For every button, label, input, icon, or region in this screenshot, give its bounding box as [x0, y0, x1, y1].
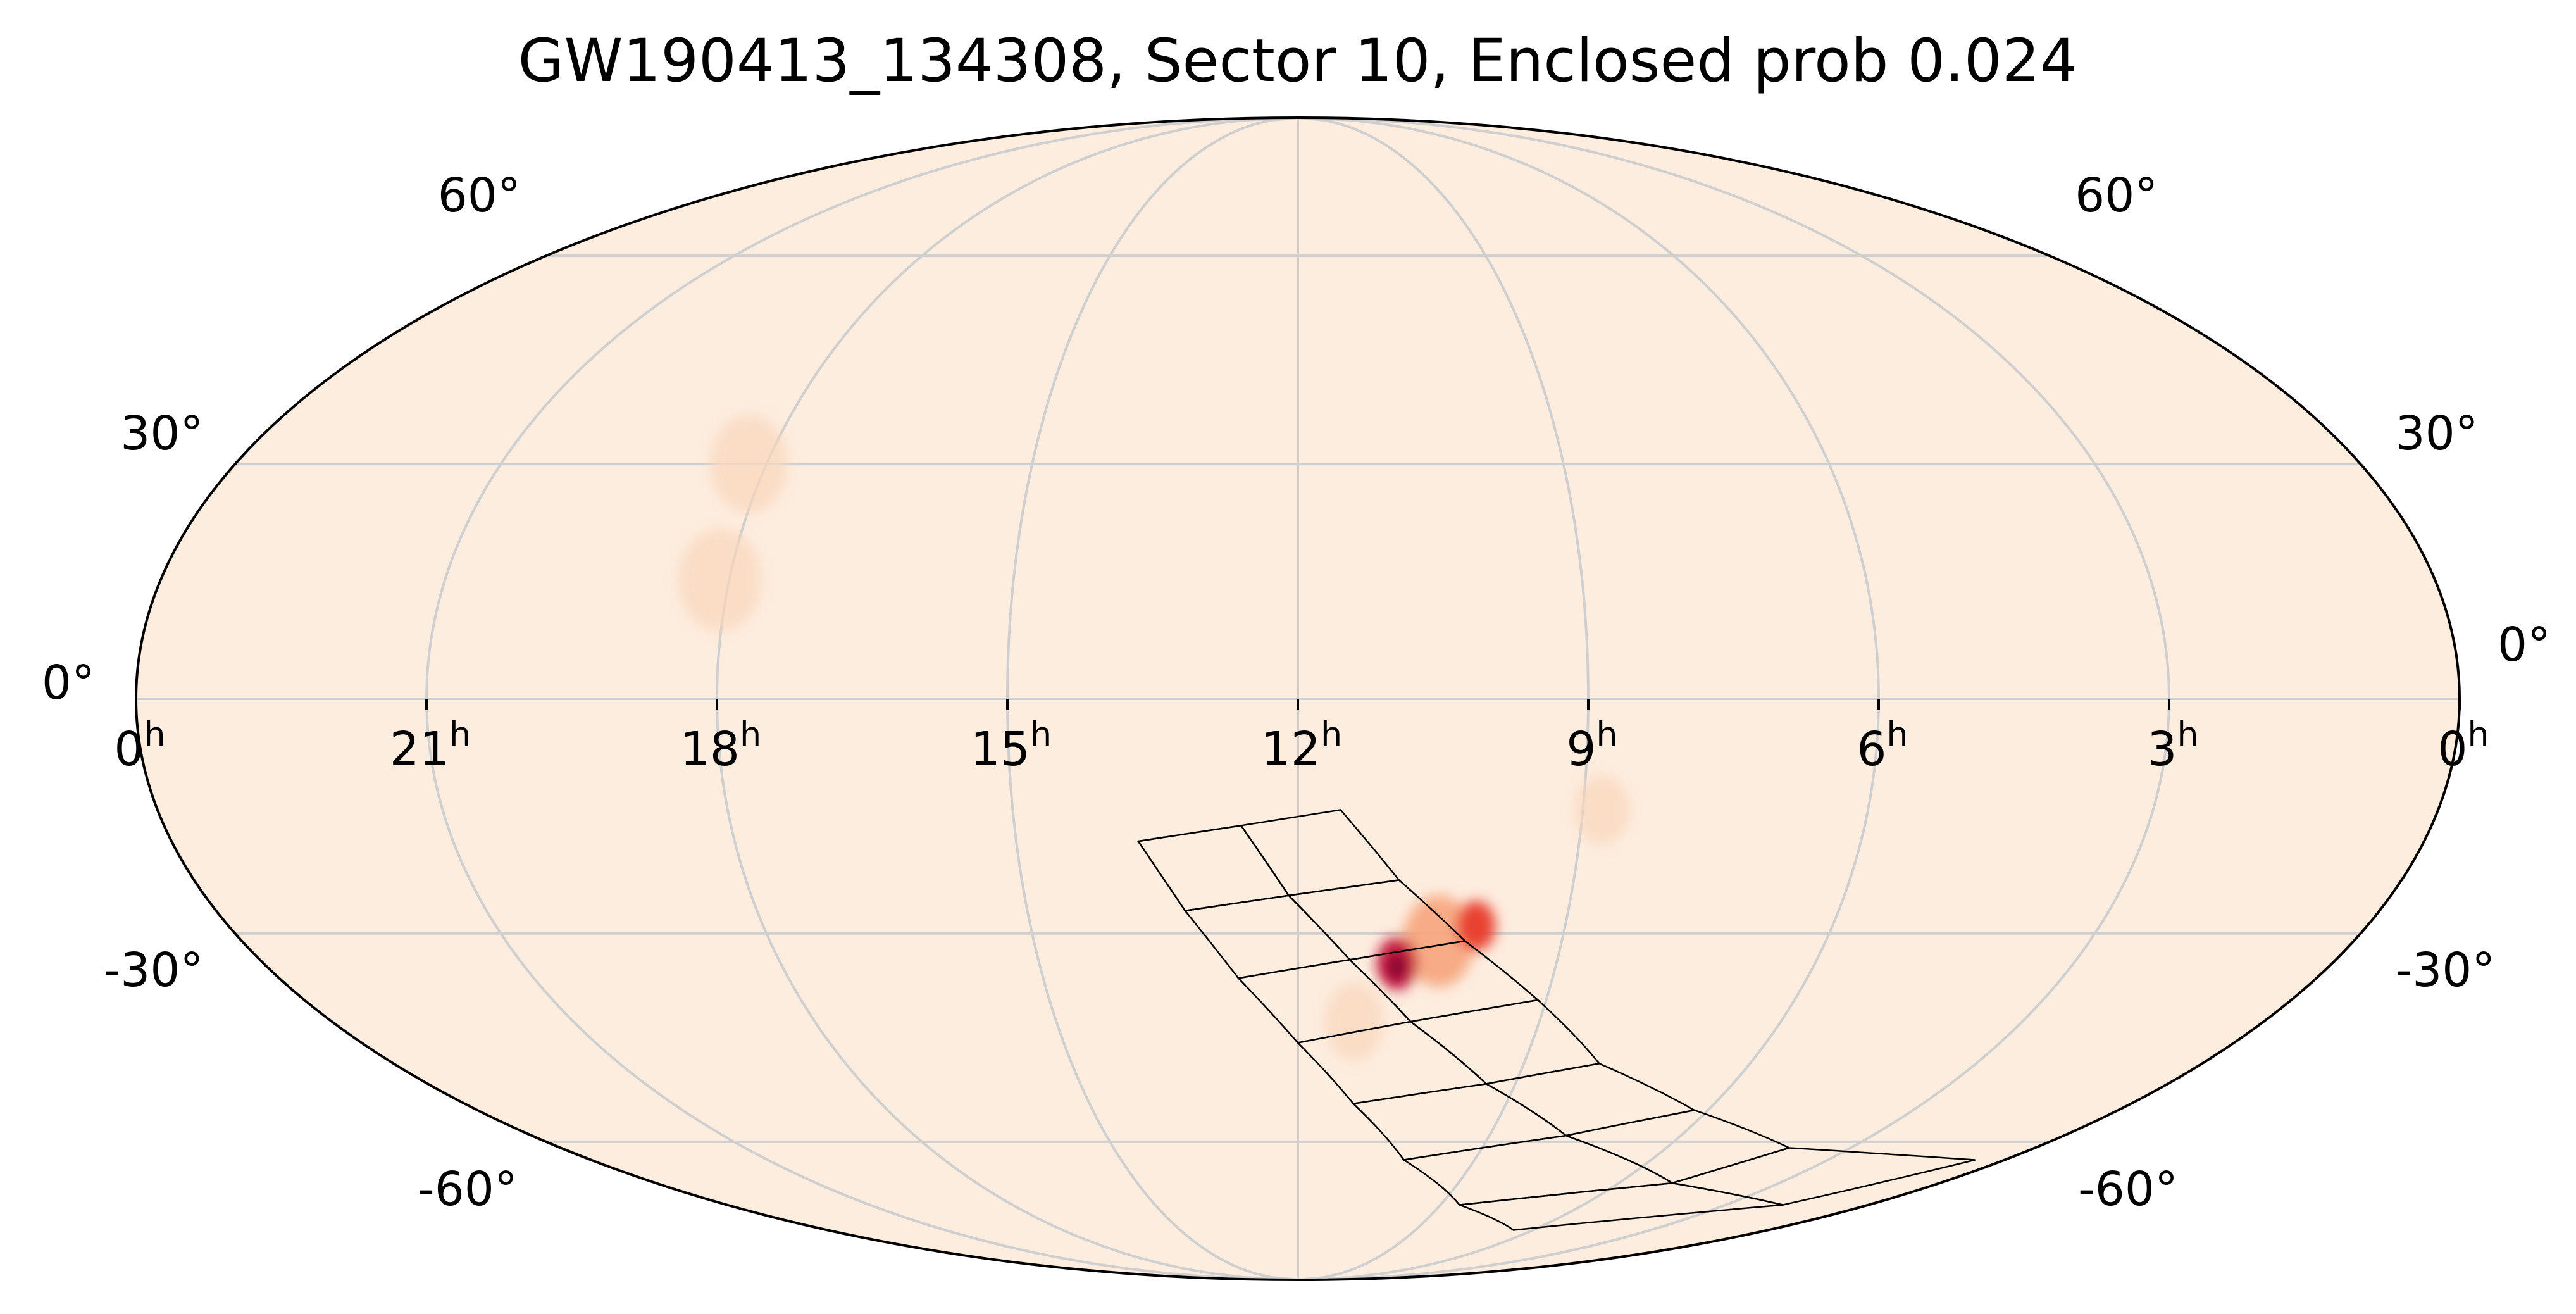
dec-tick-label-left: -60° — [418, 1162, 518, 1217]
ra-tick-label: 9h — [1566, 715, 1617, 777]
dec-tick-label-right: -30° — [2396, 943, 2496, 998]
dec-tick-label-left: -30° — [104, 943, 204, 998]
sector-footprint — [1136, 809, 1976, 1231]
dec-tick-label-right: -60° — [2078, 1162, 2178, 1217]
probability-blob — [1456, 901, 1496, 951]
dec-tick-label-left: 0° — [42, 656, 95, 710]
ra-tick-label: 0h — [114, 715, 165, 777]
probability-blob — [1403, 895, 1474, 987]
ra-tick-label: 0h — [2437, 715, 2489, 777]
ccd-outline — [1136, 824, 1290, 912]
probability-blob — [709, 415, 788, 513]
dec-tick-label-left: 60° — [438, 168, 521, 223]
probability-blob — [1574, 775, 1630, 845]
ccd-outline — [1672, 1147, 1976, 1206]
ra-tick-label: 3h — [2147, 715, 2198, 777]
chart-title: GW190413_134308, Sector 10, Enclosed pro… — [518, 27, 2078, 96]
ra-tick-marks — [135, 699, 2461, 710]
dec-tick-label-right: 30° — [2396, 406, 2479, 461]
probability-blob — [1324, 982, 1384, 1061]
probability-blob — [678, 528, 762, 632]
dec-tick-label-right: 0° — [2498, 618, 2551, 672]
probability-peak — [1388, 955, 1407, 979]
dec-tick-label-right: 60° — [2075, 168, 2158, 223]
dec-tick-label-left: 30° — [120, 406, 203, 461]
dec-tick-labels: 60° 60° 30° 30° 0° 0° -30° -30° -60° -60° — [42, 168, 2551, 1217]
ra-tick-label: 18h — [680, 715, 761, 777]
